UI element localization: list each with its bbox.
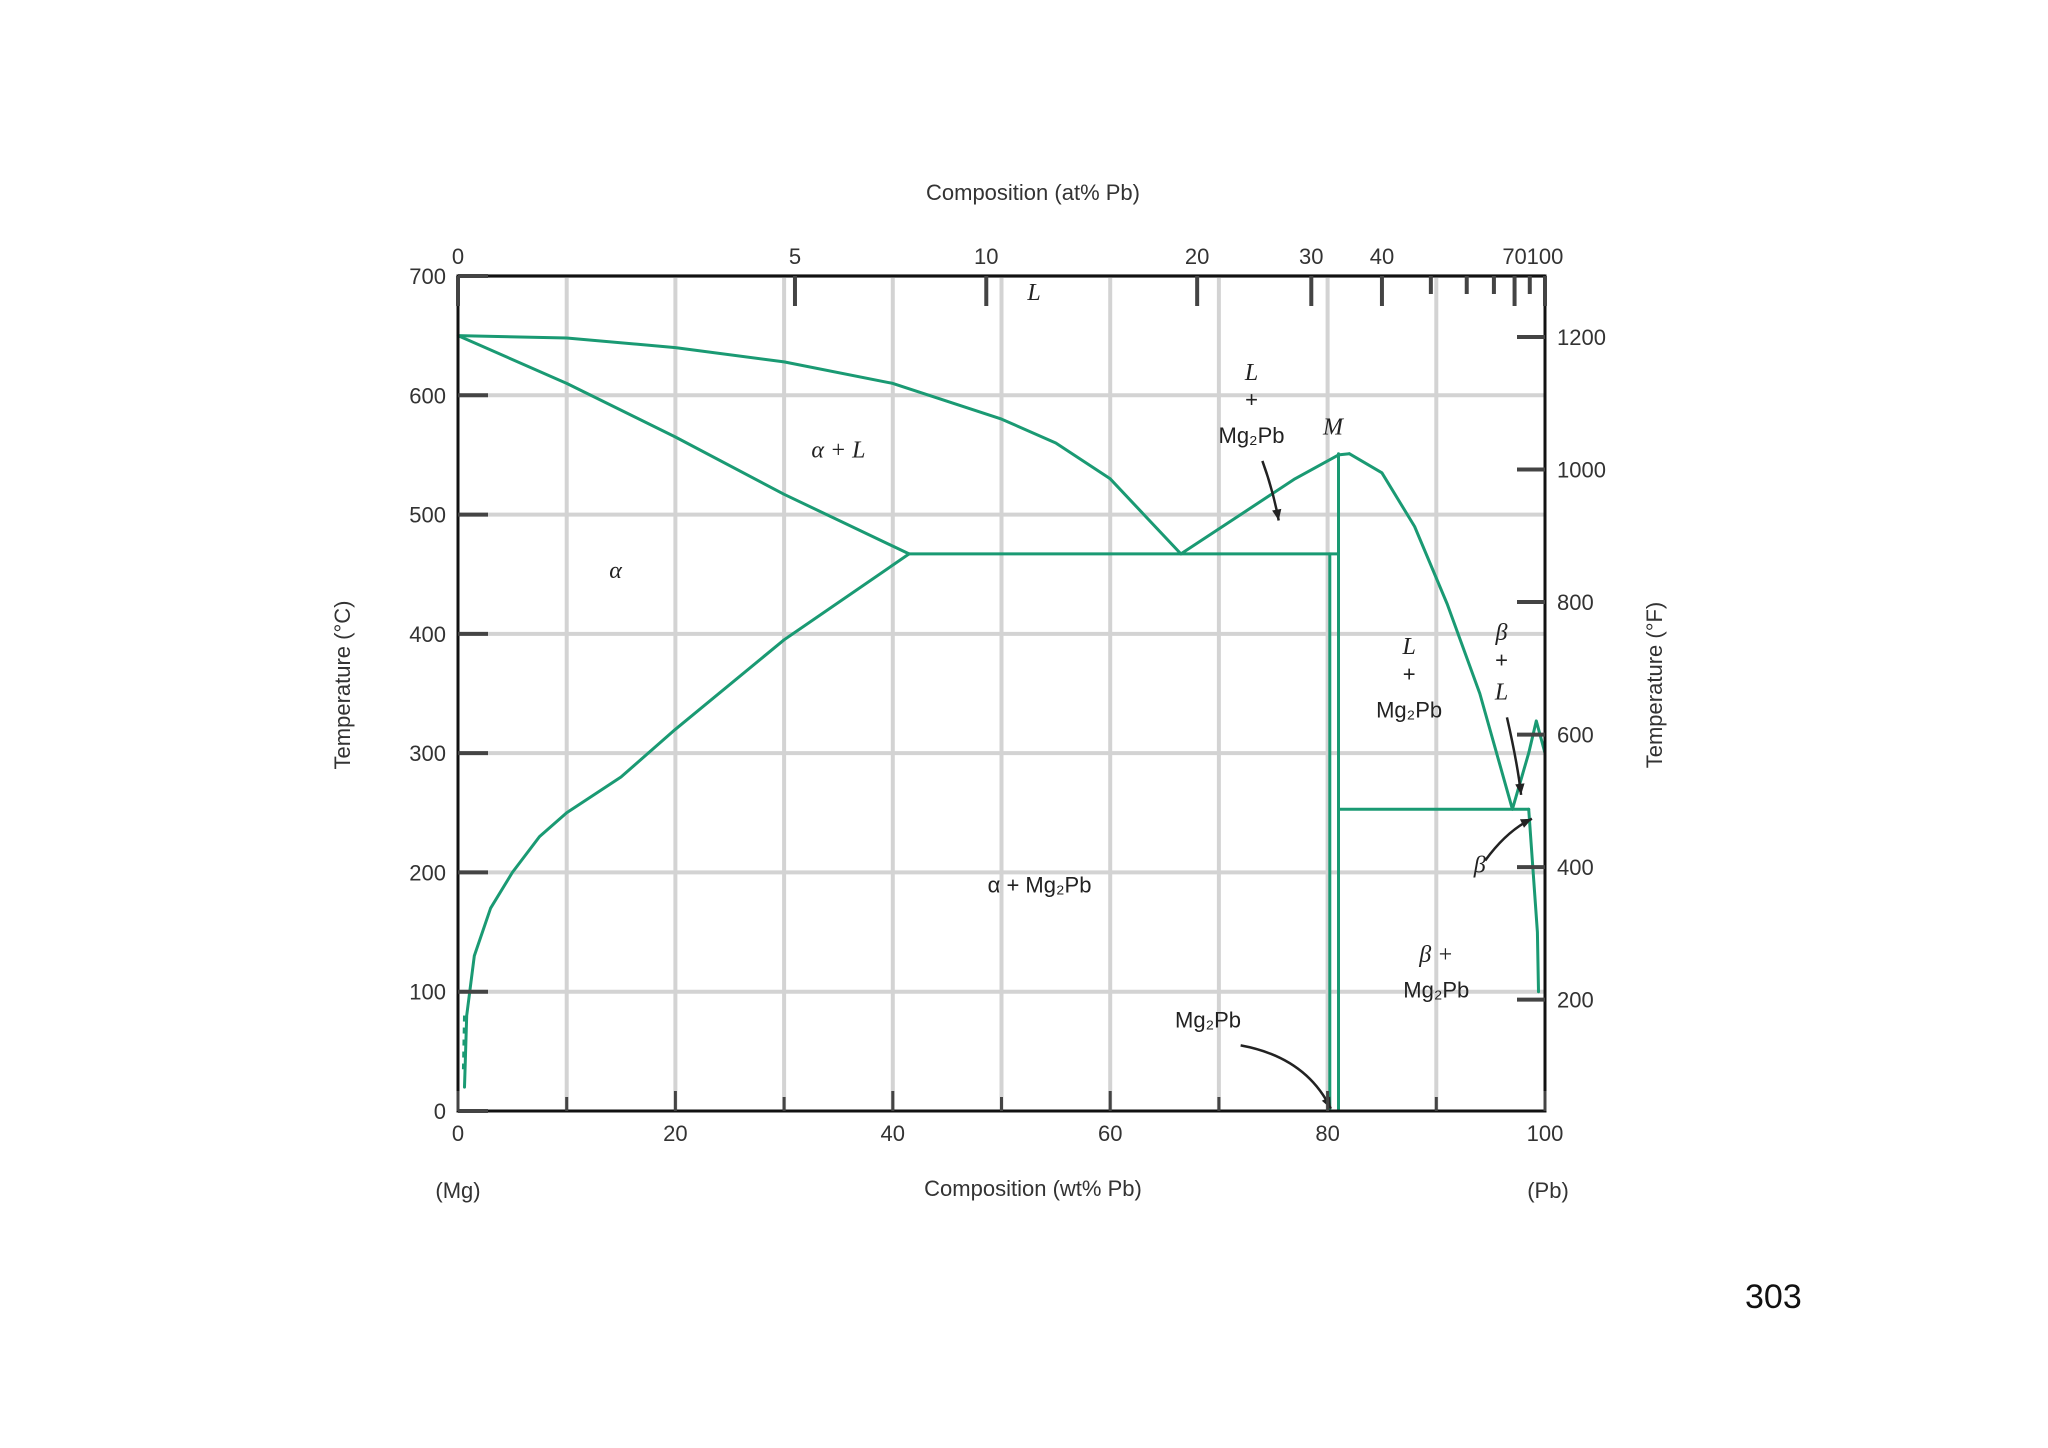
right-tick-label: 1200	[1557, 325, 1606, 350]
phase-boundary	[456, 334, 911, 556]
x-tick-label: 80	[1315, 1121, 1339, 1146]
y-tick-label: 300	[409, 741, 446, 766]
y-tick-label: 600	[409, 383, 446, 408]
phase-boundary	[1179, 452, 1351, 556]
region-label: Mg₂Pb	[1376, 697, 1442, 722]
x-tick-label: 60	[1098, 1121, 1122, 1146]
arrow-beta-l	[1505, 717, 1523, 796]
page-number: 303	[1745, 1278, 1802, 1316]
top-tick-label: 40	[1370, 244, 1394, 269]
region-label: α + Mg₂Pb	[988, 873, 1092, 898]
region-label: L	[1026, 280, 1040, 306]
solvus-dashed	[461, 1015, 467, 1070]
x-tick-label: 0	[452, 1121, 464, 1146]
end-label-pb: (Pb)	[1527, 1178, 1569, 1203]
region-label: α + L	[811, 437, 865, 463]
region-label: L	[1244, 360, 1258, 386]
region-label: β +	[1418, 942, 1453, 968]
arrow-mg2pb-top-head	[1272, 508, 1282, 521]
y-tick-label: 500	[409, 503, 446, 528]
phase-boundary	[456, 334, 1183, 556]
right-tick-label: 200	[1557, 988, 1594, 1013]
top-tick-label: 70	[1502, 244, 1526, 269]
right-tick-label: 600	[1557, 723, 1594, 748]
top-tick-label: 30	[1299, 244, 1323, 269]
right-tick-label: 800	[1557, 590, 1594, 615]
region-label: Mg₂Pb	[1403, 978, 1469, 1003]
region-label: +	[1495, 647, 1508, 672]
region-label: L	[1494, 679, 1508, 705]
region-label: Mg₂Pb	[1219, 423, 1285, 448]
arrow-mg2pb-bottom	[1240, 1044, 1332, 1110]
top-tick-label: 5	[789, 244, 801, 269]
region-label: Mg₂Pb	[1175, 1008, 1241, 1033]
top-tick-label: 0	[452, 244, 464, 269]
grid	[458, 274, 1545, 1111]
y-tick-label: 700	[409, 264, 446, 289]
end-label-mg: (Mg)	[435, 1178, 480, 1203]
region-label: +	[1245, 387, 1258, 412]
phase-boundary	[1527, 807, 1540, 994]
region-label: β	[1495, 620, 1508, 646]
x-axis-top-title: Composition (at% Pb)	[926, 180, 1140, 205]
y-axis-right-title: Temperature (°F)	[1642, 602, 1667, 769]
top-tick-label: 10	[974, 244, 998, 269]
top-tick-label: 100	[1527, 244, 1564, 269]
x-tick-label: 100	[1527, 1121, 1564, 1146]
label-arrows	[1240, 460, 1533, 1110]
region-label: +	[1403, 662, 1416, 687]
y-tick-label: 400	[409, 622, 446, 647]
phase-boundary	[1347, 452, 1514, 811]
x-tick-label: 40	[881, 1121, 905, 1146]
x-axis-title: Composition (wt% Pb)	[924, 1176, 1142, 1201]
right-tick-label: 400	[1557, 855, 1594, 880]
y-axis-left-title: Temperature (°C)	[330, 601, 355, 770]
arrow-beta-l-head	[1515, 783, 1525, 795]
y-tick-label: 100	[409, 980, 446, 1005]
arrow-beta-head	[1519, 818, 1532, 828]
right-tick-label: 1000	[1557, 458, 1606, 483]
y-tick-label: 0	[434, 1099, 446, 1124]
region-label: α	[609, 558, 622, 584]
phase-boundaries	[456, 334, 1547, 1113]
region-label: L	[1401, 634, 1415, 660]
top-tick-label: 20	[1185, 244, 1209, 269]
x-tick-label: 20	[663, 1121, 687, 1146]
phase-boundary	[463, 552, 911, 1089]
y-tick-label: 200	[409, 860, 446, 885]
region-label: β	[1473, 852, 1486, 878]
region-label: M	[1322, 415, 1345, 441]
